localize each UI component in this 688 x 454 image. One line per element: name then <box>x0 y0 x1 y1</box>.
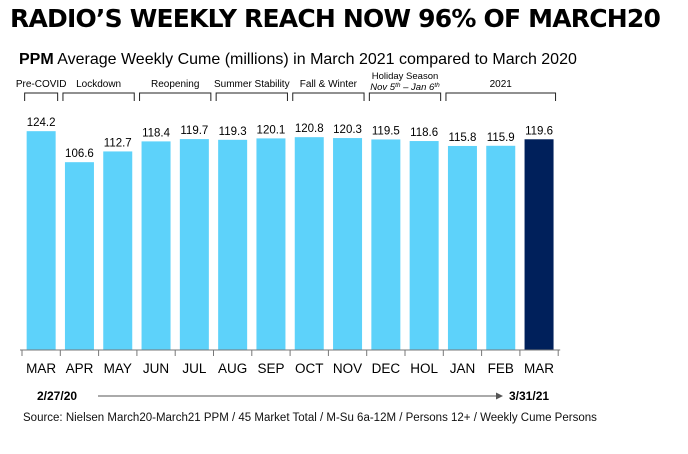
period-label: Summer Stability <box>214 79 290 90</box>
period-label: Lockdown <box>76 79 121 90</box>
period-bracket <box>292 92 365 101</box>
bar-sep-6 <box>256 138 286 350</box>
bar-may-2 <box>103 151 133 350</box>
bar-nov-8 <box>333 138 363 350</box>
period-label: Reopening <box>151 79 199 90</box>
period-bracket <box>215 92 288 101</box>
x-tick-label: JUN <box>143 361 169 376</box>
x-tick-label: DEC <box>372 361 401 376</box>
x-tick-label: JUL <box>182 361 206 376</box>
data-label: 112.7 <box>104 137 132 149</box>
data-label: 118.4 <box>142 127 171 139</box>
data-label: 119.5 <box>372 125 400 137</box>
bar-jan-11 <box>447 145 477 350</box>
data-label: 106.6 <box>65 148 94 160</box>
data-label: 120.1 <box>257 124 286 136</box>
bar-hol-10 <box>409 141 439 350</box>
period-bracket <box>445 92 557 101</box>
chart-title: RADIO’S WEEKLY REACH NOW 96% OF MARCH20 <box>10 4 661 33</box>
data-label: 124.2 <box>27 117 56 129</box>
bar-apr-1 <box>64 162 94 350</box>
x-tick-label: SEP <box>257 361 284 376</box>
data-label: 120.3 <box>333 124 362 136</box>
data-label: 115.8 <box>448 132 476 144</box>
data-label: 119.3 <box>219 126 247 138</box>
data-label: 120.8 <box>295 123 324 135</box>
period-bracket <box>139 92 212 101</box>
data-label: 119.6 <box>525 125 553 137</box>
bar-dec-9 <box>371 139 401 350</box>
data-label: 115.9 <box>487 132 515 144</box>
x-tick-label: OCT <box>295 361 324 376</box>
bar-mar-0 <box>26 131 56 350</box>
bar-jul-4 <box>179 139 209 350</box>
timeline-start-label: 2/27/20 <box>37 389 77 403</box>
subtitle-lead: PPM <box>19 51 54 68</box>
x-tick-label: JAN <box>450 361 476 376</box>
period-sublabel: Nov 5th – Jan 6th <box>370 82 440 94</box>
bar-oct-7 <box>294 137 324 350</box>
data-label: 118.6 <box>410 127 438 139</box>
period-label: 2021 <box>490 79 513 90</box>
x-tick-label: APR <box>66 361 94 376</box>
period-label: Holiday Season <box>372 71 439 82</box>
timeline-arrowhead <box>496 392 503 400</box>
x-tick-label: MAR <box>524 361 554 376</box>
period-bracket <box>24 92 59 101</box>
period-bracket <box>368 92 442 101</box>
x-tick-label: MAR <box>26 361 56 376</box>
x-tick-label: HOL <box>410 361 438 376</box>
source-note: Source: Nielsen March20-March21 PPM / 45… <box>23 412 597 424</box>
x-tick-label: AUG <box>218 361 247 376</box>
timeline-end-label: 3/31/21 <box>509 389 549 403</box>
period-label: Pre-COVID <box>16 79 67 90</box>
x-tick-label: MAY <box>104 361 132 376</box>
period-label: Fall & Winter <box>300 79 358 90</box>
chart-subtitle: PPM Average Weekly Cume (millions) in Ma… <box>19 51 577 69</box>
bar-feb-12 <box>486 145 516 350</box>
bar-jun-3 <box>141 141 171 350</box>
period-bracket <box>62 92 135 101</box>
data-label: 119.7 <box>180 125 208 137</box>
x-tick-label: NOV <box>333 361 362 376</box>
subtitle-text: Average Weekly Cume (millions) in March … <box>53 51 577 68</box>
bar-aug-5 <box>218 139 248 350</box>
x-tick-label: FEB <box>488 361 514 376</box>
bar-mar-13 <box>524 139 554 350</box>
